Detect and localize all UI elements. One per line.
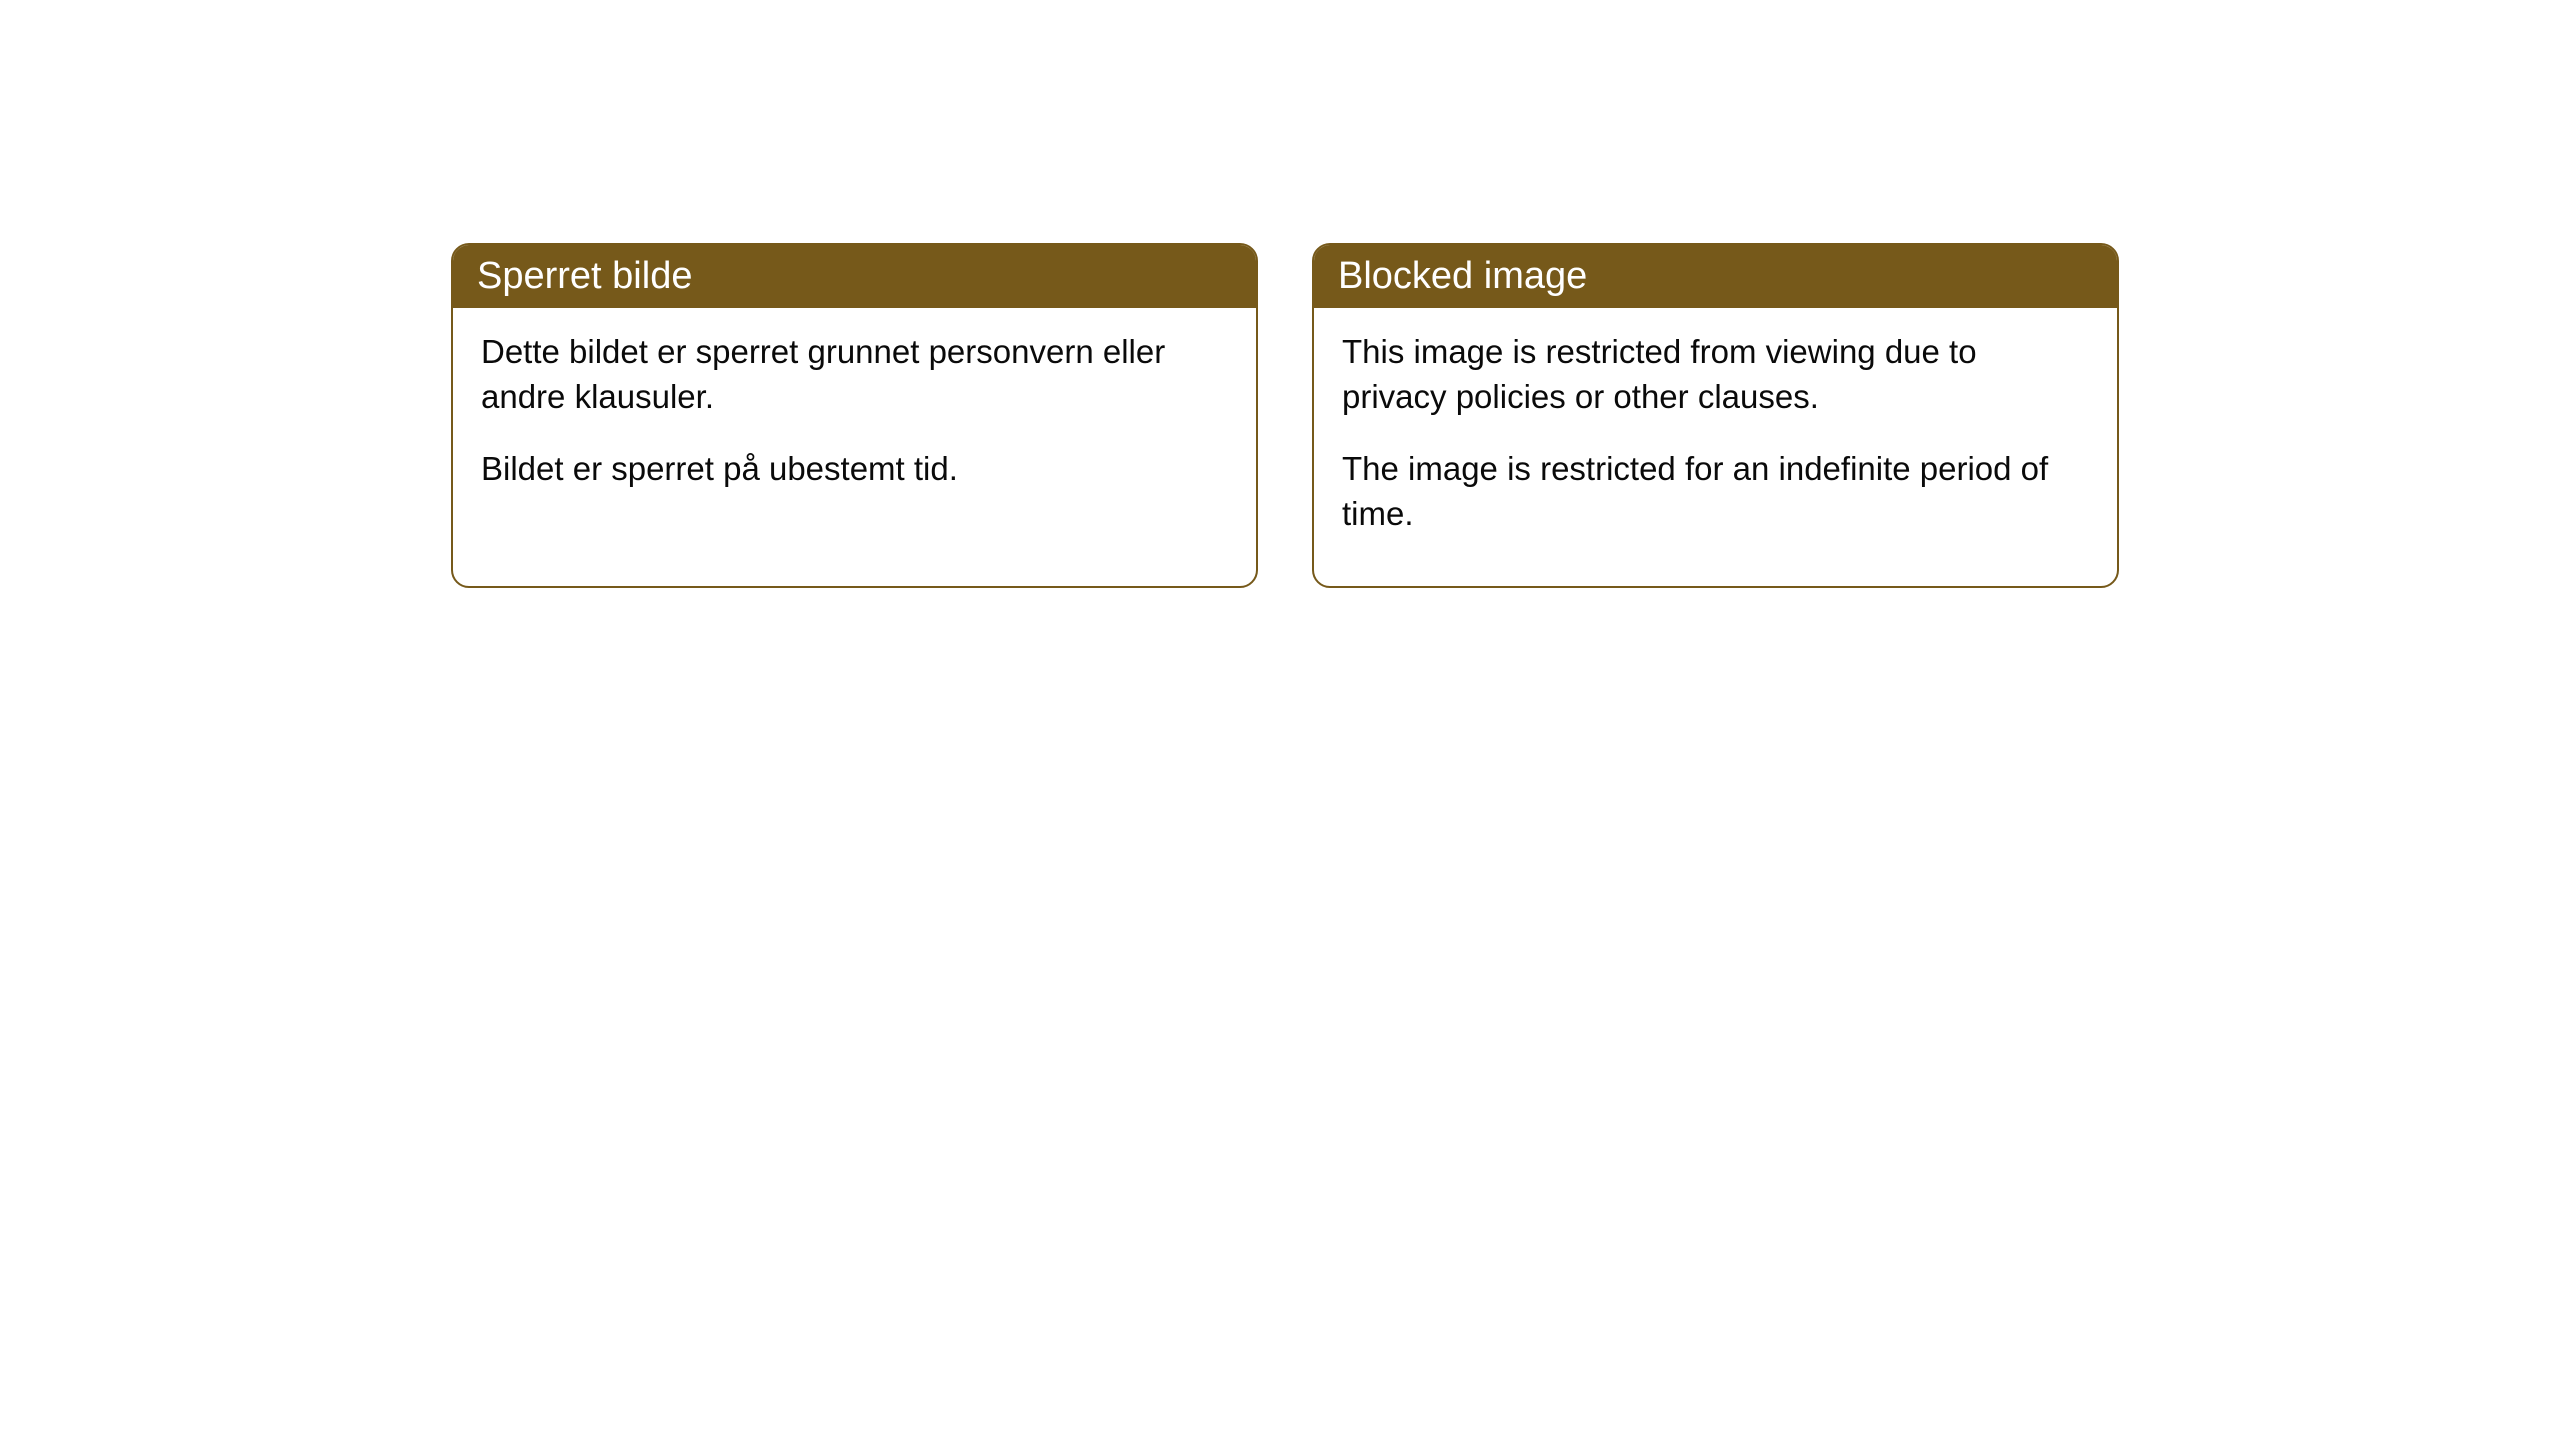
card-body-no: Dette bildet er sperret grunnet personve… xyxy=(453,308,1256,542)
notice-cards-container: Sperret bilde Dette bildet er sperret gr… xyxy=(451,243,2119,588)
blocked-image-card-no: Sperret bilde Dette bildet er sperret gr… xyxy=(451,243,1258,588)
card-header-no: Sperret bilde xyxy=(453,245,1256,308)
card-header-en: Blocked image xyxy=(1314,245,2117,308)
card-text-en-2: The image is restricted for an indefinit… xyxy=(1342,447,2089,536)
card-text-en-1: This image is restricted from viewing du… xyxy=(1342,330,2089,419)
card-body-en: This image is restricted from viewing du… xyxy=(1314,308,2117,586)
blocked-image-card-en: Blocked image This image is restricted f… xyxy=(1312,243,2119,588)
card-title-no: Sperret bilde xyxy=(477,255,692,297)
card-text-no-1: Dette bildet er sperret grunnet personve… xyxy=(481,330,1228,419)
card-title-en: Blocked image xyxy=(1338,255,1587,297)
card-text-no-2: Bildet er sperret på ubestemt tid. xyxy=(481,447,1228,492)
